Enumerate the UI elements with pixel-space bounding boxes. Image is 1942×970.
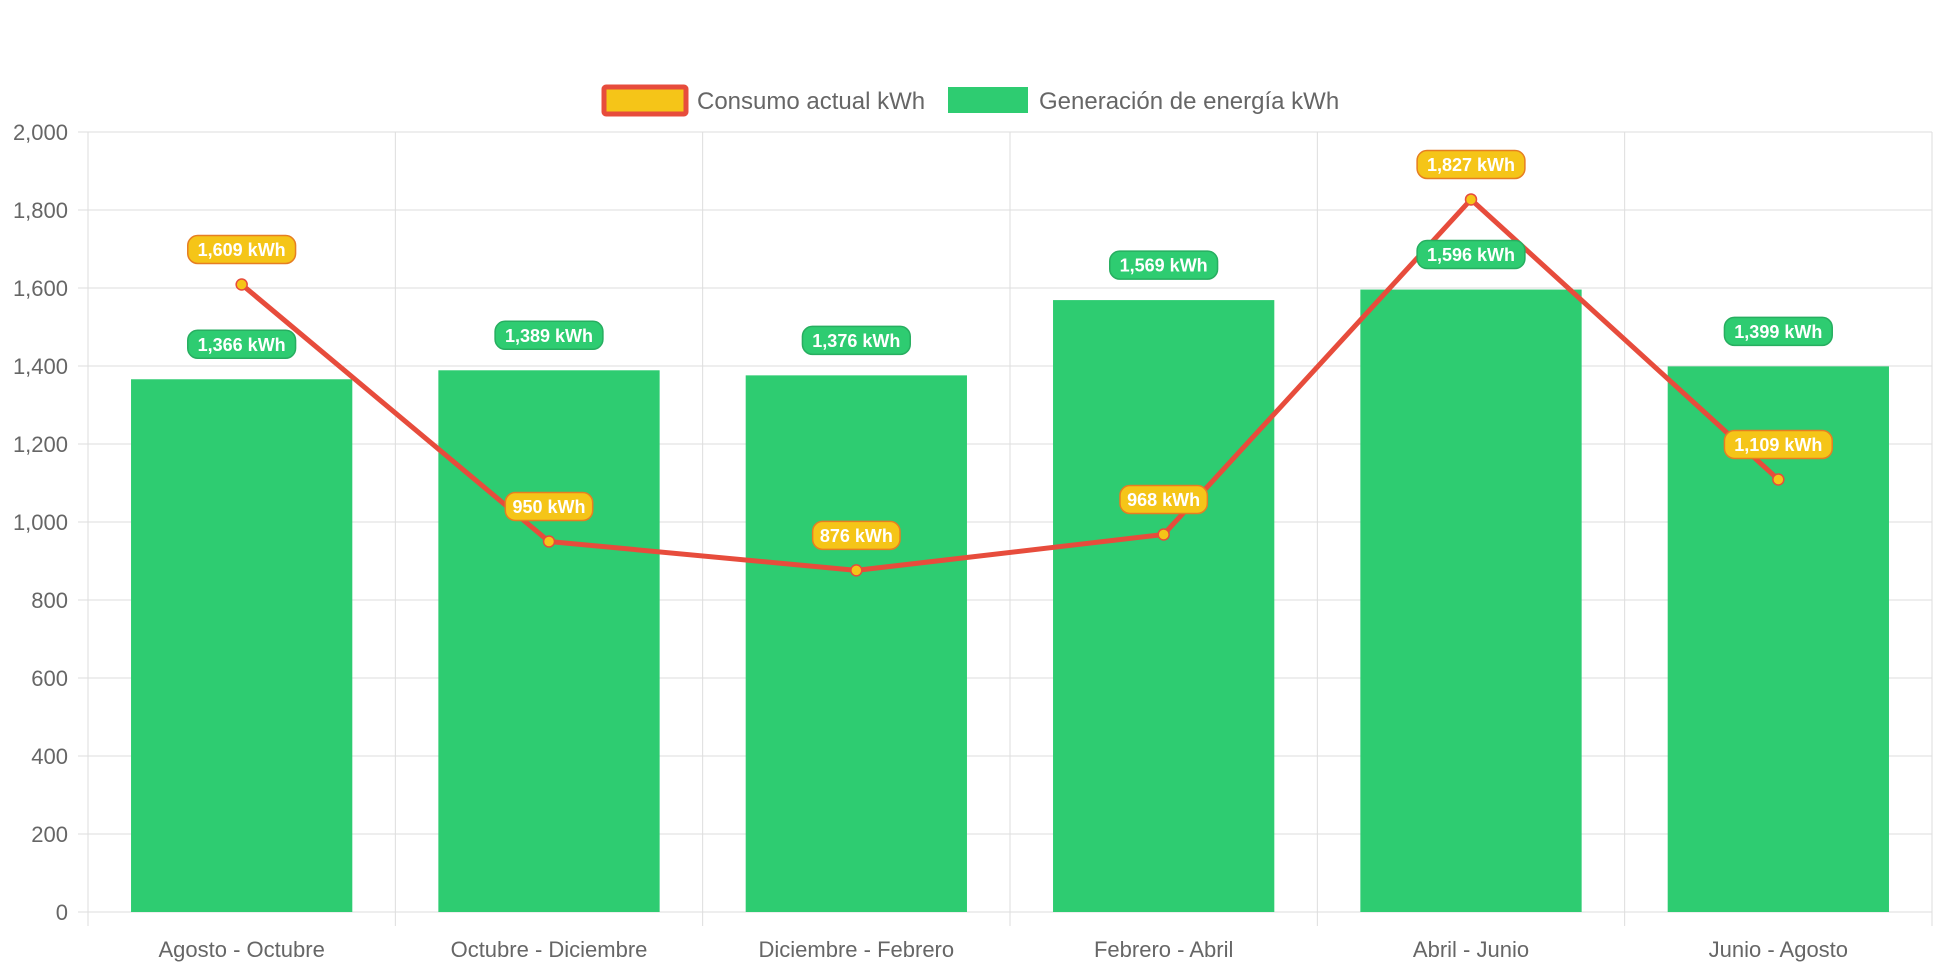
line-data-label-agosto-octubre: 1,609 kWh <box>187 234 297 265</box>
x-tick-label-agosto-octubre: Agosto - Octubre <box>159 937 325 962</box>
legend-item-consumo[interactable]: Consumo actual kWh <box>601 84 925 117</box>
bar-data-label-junio-agosto-bg <box>1723 316 1833 347</box>
line-data-label-diciembre-febrero: 876 kWh <box>811 520 901 551</box>
y-tick-label: 600 <box>31 666 68 691</box>
bar-octubre-diciembre <box>438 370 660 912</box>
line-data-label-junio-agosto-text: 1,109 kWh <box>1734 435 1822 455</box>
bar-data-label-octubre-diciembre: 1,389 kWh <box>494 320 604 351</box>
legend-swatch-consumo <box>601 84 689 117</box>
bar-data-label-octubre-diciembre-bg <box>494 320 604 351</box>
line-data-label-octubre-diciembre-bg <box>504 491 594 522</box>
line-data-label-febrero-abril-text: 968 kWh <box>1127 490 1200 510</box>
y-tick-label: 1,400 <box>13 354 68 379</box>
line-data-label-octubre-diciembre: 950 kWh <box>504 491 594 522</box>
bar-series-generacion <box>131 289 1889 913</box>
bar-data-label-abril-junio: 1,596 kWh <box>1416 239 1526 270</box>
line-data-label-abril-junio: 1,827 kWh <box>1416 149 1526 180</box>
line-data-label-diciembre-febrero-bg <box>811 520 901 551</box>
legend-label-generacion: Generación de energía kWh <box>1039 88 1339 115</box>
legend-label-consumo: Consumo actual kWh <box>697 88 925 115</box>
line-point-diciembre-febrero <box>850 564 863 577</box>
bar-data-label-junio-agosto: 1,399 kWh <box>1723 316 1833 347</box>
bar-data-label-diciembre-febrero: 1,376 kWh <box>801 325 911 356</box>
y-tick-label: 400 <box>31 744 68 769</box>
bar-data-label-diciembre-febrero-text: 1,376 kWh <box>812 331 900 351</box>
bar-data-label-febrero-abril-text: 1,569 kWh <box>1120 256 1208 276</box>
line-data-label-abril-junio-text: 1,827 kWh <box>1427 155 1515 175</box>
bar-febrero-abril <box>1053 300 1275 913</box>
y-tick-label: 1,800 <box>13 198 68 223</box>
axes: 0 200 400 600 800 1,000 1,200 1,400 1,600 1,800 2,… <box>13 120 1848 962</box>
line-data-label-agosto-octubre-text: 1,609 kWh <box>198 240 286 260</box>
bar-data-label-diciembre-febrero-bg <box>801 325 911 356</box>
x-tick-label-abril-junio: Abril - Junio <box>1413 937 1529 962</box>
x-tick-label-octubre-diciembre: Octubre - Diciembre <box>451 937 648 962</box>
bar-abril-junio <box>1360 289 1582 912</box>
bar-data-label-abril-junio-bg <box>1416 239 1526 270</box>
line-data-label-diciembre-febrero-text: 876 kWh <box>820 526 893 546</box>
line-data-label-junio-agosto: 1,109 kWh <box>1723 429 1833 460</box>
legend: Consumo actual kWh Generación de energía… <box>601 84 1339 117</box>
data-labels: 1,366 kWh 1,389 kWh 1,376 kWh 1,569 kWh 1,59… <box>187 149 1833 551</box>
y-tick-label: 1,000 <box>13 510 68 535</box>
legend-swatch-generacion <box>948 87 1028 113</box>
line-point-junio-agosto <box>1772 473 1785 486</box>
bar-data-label-agosto-octubre-text: 1,366 kWh <box>198 335 286 355</box>
x-tick-label-junio-agosto: Junio - Agosto <box>1709 937 1848 962</box>
line-point-octubre-diciembre <box>542 535 556 548</box>
line-data-label-octubre-diciembre-text: 950 kWh <box>512 497 585 517</box>
bar-agosto-octubre <box>131 379 353 912</box>
y-tick-label: 1,600 <box>13 276 68 301</box>
line-data-label-abril-junio-bg <box>1416 149 1526 180</box>
line-data-label-febrero-abril-bg <box>1119 484 1209 515</box>
bar-data-label-agosto-octubre: 1,366 kWh <box>187 329 297 360</box>
bar-data-label-febrero-abril-bg <box>1109 250 1219 280</box>
x-tick-label-febrero-abril: Febrero - Abril <box>1094 937 1233 962</box>
bar-data-label-febrero-abril: 1,569 kWh <box>1109 250 1219 280</box>
bar-diciembre-febrero <box>745 375 967 912</box>
line-data-label-junio-agosto-bg <box>1723 429 1833 460</box>
y-tick-label: 2,000 <box>13 120 68 145</box>
bar-data-label-octubre-diciembre-text: 1,389 kWh <box>505 326 593 346</box>
grid <box>78 131 1933 926</box>
y-tick-label: 1,200 <box>13 432 68 457</box>
x-tick-label-diciembre-febrero: Diciembre - Febrero <box>759 937 955 962</box>
line-data-label-febrero-abril: 968 kWh <box>1119 484 1209 515</box>
line-point-febrero-abril <box>1157 528 1170 541</box>
y-tick-label: 800 <box>31 588 68 613</box>
line-point-abril-junio <box>1464 193 1478 206</box>
bar-data-label-abril-junio-text: 1,596 kWh <box>1427 245 1515 265</box>
y-tick-label: 200 <box>31 822 68 847</box>
legend-item-generacion[interactable]: Generación de energía kWh <box>948 87 1339 115</box>
line-data-label-agosto-octubre-bg <box>187 234 297 265</box>
bar-data-label-agosto-octubre-bg <box>187 329 297 360</box>
bar-data-label-junio-agosto-text: 1,399 kWh <box>1734 322 1822 342</box>
line-point-agosto-octubre <box>235 278 248 291</box>
y-tick-label: 0 <box>56 900 68 925</box>
